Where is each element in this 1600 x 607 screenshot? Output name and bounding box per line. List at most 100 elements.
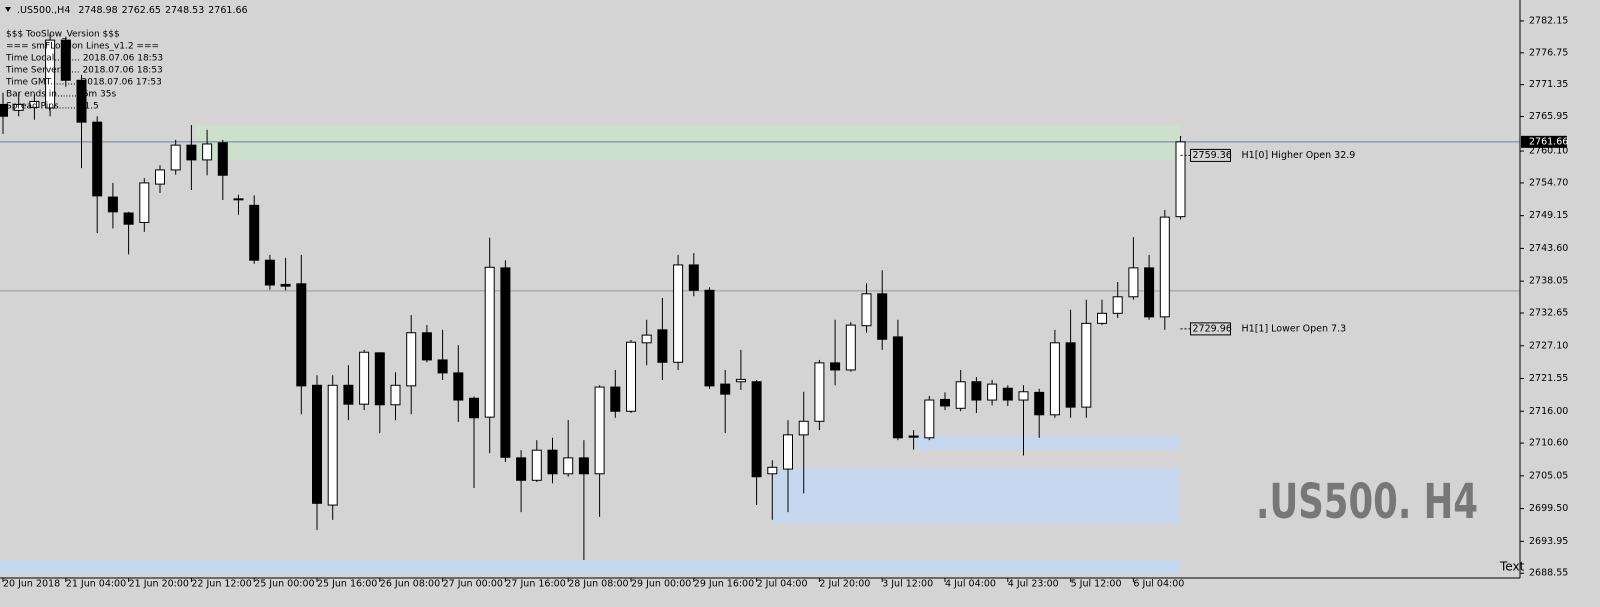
candle-body <box>92 121 103 197</box>
candle-body <box>280 283 291 287</box>
y-tick-label: 2771.35 <box>1529 79 1568 90</box>
candle-body <box>767 466 778 475</box>
candle-body <box>531 449 542 481</box>
candle-body <box>374 352 385 406</box>
candle-body <box>987 383 998 401</box>
candle-body <box>139 182 150 223</box>
candle-body <box>1128 267 1139 298</box>
high: 2762.65 <box>122 5 161 16</box>
candle-body <box>1081 322 1092 408</box>
candle-body <box>783 434 793 470</box>
y-tick-label: 2776.75 <box>1529 47 1568 58</box>
y-tick-label: 2688.55 <box>1529 568 1568 579</box>
candle-body <box>264 259 275 286</box>
candle-body <box>29 100 40 108</box>
candle-body <box>1049 342 1060 416</box>
demand-zone <box>773 468 1180 523</box>
candle-body <box>484 266 495 418</box>
candle-body <box>1112 296 1123 314</box>
info-panel: $$$ TooSlow_Version $$$ === smFLondon Li… <box>5 30 163 112</box>
candle-body <box>626 341 636 412</box>
candle-body <box>343 384 354 405</box>
x-tick-label: 6 Jul 04:00 <box>1133 579 1184 590</box>
candle-body <box>908 435 919 438</box>
candle-body <box>296 283 307 387</box>
info-line: $$$ TooSlow_Version $$$ <box>6 30 120 40</box>
candle-body <box>971 381 982 401</box>
candle-body <box>641 334 652 344</box>
candle-body <box>704 289 715 387</box>
demand-zone <box>915 435 1180 449</box>
level-text: H1[0] Higher Open 32.9 <box>1242 150 1356 161</box>
candle-body <box>312 384 322 504</box>
x-tick-label: 3 Jul 12:00 <box>882 579 933 590</box>
y-tick-label: 2738.05 <box>1529 276 1568 287</box>
candle-body <box>814 362 825 422</box>
y-tick-label: 2721.55 <box>1529 373 1568 384</box>
info-line: Time Local......... 2018.07.06 18:53 <box>5 54 163 64</box>
candle-body <box>0 103 8 117</box>
x-tick-label: 27 Jun 00:00 <box>443 579 503 590</box>
candle-body <box>186 144 197 161</box>
candle-body <box>13 103 24 111</box>
candle-body <box>217 142 228 176</box>
candle-body <box>45 39 56 109</box>
candle-body <box>594 386 605 475</box>
y-tick-label: 2765.95 <box>1529 111 1568 122</box>
level-value: 2759.36 <box>1193 150 1232 161</box>
x-tick-label: 25 Jun 16:00 <box>317 579 377 590</box>
menu-arrow[interactable] <box>5 7 11 12</box>
y-tick-label: 2754.70 <box>1529 177 1568 188</box>
x-tick-label: 26 Jun 08:00 <box>380 579 440 590</box>
plot-area <box>0 33 1520 560</box>
y-tick-label: 2749.15 <box>1529 210 1568 221</box>
x-tick-label: 2 Jul 04:00 <box>757 579 808 590</box>
x-tick-label: 27 Jun 16:00 <box>505 579 565 590</box>
candle-body <box>751 381 762 478</box>
candle-body <box>1018 391 1029 401</box>
y-tick-label: 2727.10 <box>1529 340 1568 351</box>
x-tick-label: 5 Jul 12:00 <box>1071 579 1122 590</box>
bid-label: 2761.66 <box>1529 136 1568 147</box>
close: 2761.66 <box>208 5 247 16</box>
x-tick-label: 28 Jun 08:00 <box>568 579 628 590</box>
level-box <box>1190 148 1231 162</box>
x-tick-label: 25 Jun 00:00 <box>254 579 314 590</box>
candle-body <box>233 198 244 201</box>
candle-body <box>610 386 621 412</box>
level-value: 2729.96 <box>1193 323 1232 334</box>
candle-body <box>107 196 118 213</box>
corner-text: Text <box>1499 560 1525 574</box>
bid-label-bg <box>1521 135 1567 148</box>
y-tick-label: 2732.65 <box>1529 308 1568 319</box>
candle-body <box>798 420 809 436</box>
demand-zone <box>0 560 1180 573</box>
candle-body <box>877 293 888 340</box>
candle-body <box>688 264 699 291</box>
watermark: .US500. H4 <box>1256 474 1478 530</box>
candle-body <box>60 39 71 81</box>
x-tick-label: 21 Jun 20:00 <box>129 579 189 590</box>
x-tick-label: 21 Jun 04:00 <box>66 579 126 590</box>
info-line: Spread Pips........ 1.5 <box>6 102 99 112</box>
candle-body <box>1097 312 1107 324</box>
info-line: Time GMT.......... 2018.07.06 17:53 <box>5 78 162 88</box>
candle-body <box>76 79 87 123</box>
level-box <box>1190 322 1231 336</box>
info-line: Time Server....... 2018.07.06 18:53 <box>5 66 163 76</box>
candle-body <box>955 381 966 409</box>
candle-body <box>735 378 746 383</box>
candle-body <box>673 264 684 363</box>
candle-body <box>830 362 841 371</box>
supply-zone <box>195 125 1180 160</box>
candle-body <box>547 449 558 475</box>
candle-body <box>578 457 589 475</box>
candle-body <box>657 329 668 363</box>
candle-body <box>406 332 417 387</box>
candle-body <box>1175 141 1186 218</box>
candle-body <box>327 384 338 506</box>
candle-body <box>861 293 872 327</box>
candle-body <box>516 457 527 481</box>
candle-body <box>1065 342 1076 408</box>
candle-body <box>155 169 165 185</box>
